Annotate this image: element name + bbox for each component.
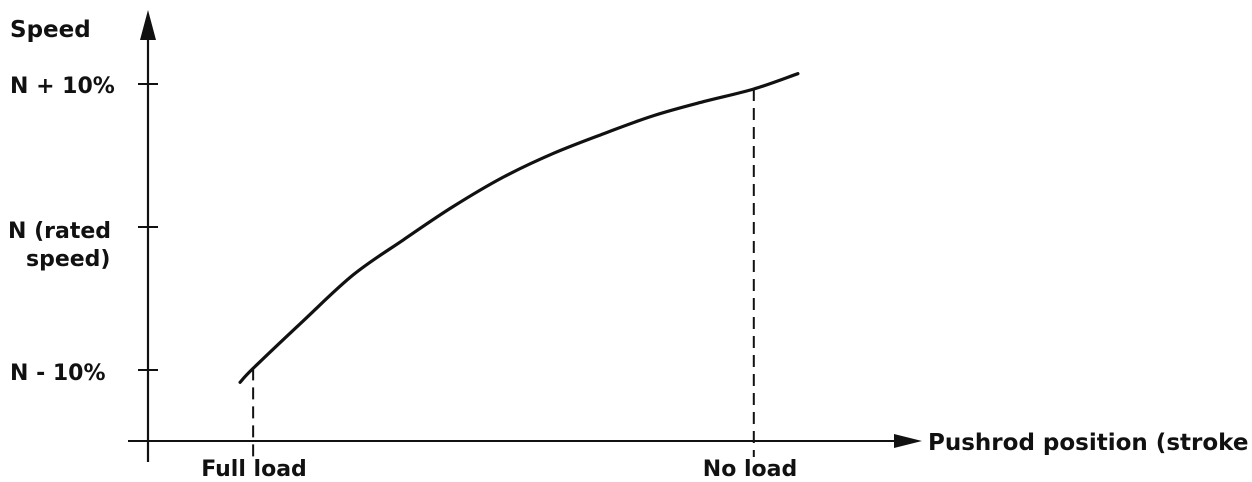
y-axis-title: Speed [10, 17, 91, 43]
x-axis-title: Pushrod position (stroke [928, 430, 1248, 456]
x-tick-label-full-load: Full load [201, 457, 307, 482]
y-axis-arrow [140, 10, 156, 40]
y-tick-label-n-rated-line1: N (rated [8, 219, 111, 244]
speed-curve [238, 72, 800, 384]
y-tick-label-n-rated-line2: speed) [26, 247, 111, 272]
y-tick-label-n-plus-10: N + 10% [10, 74, 115, 99]
x-axis-arrow [894, 434, 922, 448]
y-tick-label-n-minus-10: N - 10% [10, 361, 106, 386]
x-tick-label-no-load: No load [703, 457, 797, 482]
